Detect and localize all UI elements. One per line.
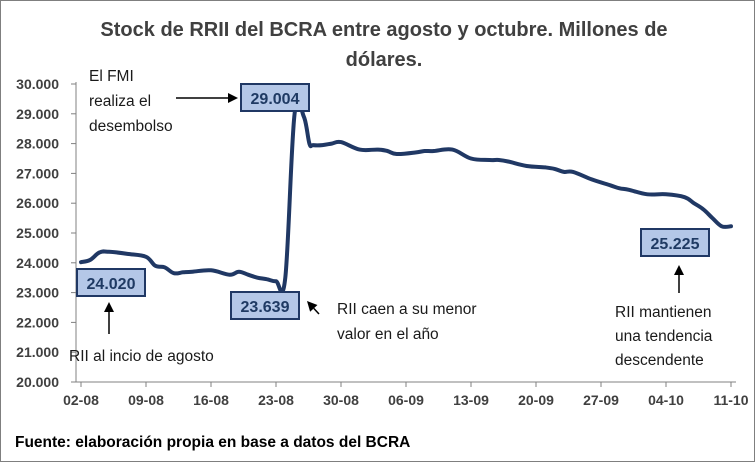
annotation-arrows — [104, 93, 684, 334]
series-line — [79, 98, 733, 295]
value-box-start-frame — [76, 268, 146, 297]
annotation-trend-line-3: descendente — [615, 352, 704, 369]
value-box-end-label: 25.225 — [651, 236, 700, 253]
x-tick-label: 16-08 — [193, 392, 229, 408]
annotation-start-line-1: RII al incio de agosto — [69, 348, 214, 365]
value-box-peak-label: 29.004 — [251, 91, 300, 108]
x-tick-label: 23-08 — [258, 392, 294, 408]
x-tick-label: 20-09 — [518, 392, 554, 408]
y-tick-label: 30.000 — [16, 76, 59, 92]
value-box-min: 23.639 — [230, 291, 300, 320]
annotation-fmi-line-1: El FMI — [89, 68, 134, 85]
annotation-trend-line-1: RII mantienen — [615, 304, 712, 321]
x-tick-label: 06-09 — [388, 392, 424, 408]
annotation-min-line-1: RII caen a su menor — [337, 301, 477, 318]
value-box-min-label: 23.639 — [241, 299, 290, 316]
y-axis: 20.000 21.000 22.000 23.000 24.000 25.000 26.0… — [16, 76, 77, 390]
y-tick-label: 21.000 — [16, 344, 59, 360]
value-box-start: 24.020 — [76, 268, 146, 297]
x-tick-label: 04-10 — [648, 392, 684, 408]
value-box-peak: 29.004 — [240, 83, 310, 112]
annotation-trend: RII mantienen una tendencia descendente — [615, 304, 713, 369]
chart-title-line-1: Stock de RRII del BCRA entre agosto y oc… — [100, 19, 667, 41]
value-box-start-label: 24.020 — [87, 276, 136, 293]
x-axis: 02-08 09-08 16-08 23-08 30-08 06-09 13-09 20-09… — [63, 381, 749, 408]
y-tick-label: 23.000 — [16, 285, 59, 301]
chart-title-line-2: dólares. — [346, 49, 423, 71]
source-note: Fuente: elaboración propia en base a dat… — [15, 434, 410, 451]
y-tick-label: 20.000 — [16, 374, 59, 390]
y-tick-label: 25.000 — [16, 225, 59, 241]
x-tick-label: 02-08 — [63, 392, 99, 408]
x-tick-label: 30-08 — [323, 392, 359, 408]
series-layer — [79, 98, 733, 295]
x-tick-label: 27-09 — [583, 392, 619, 408]
arrow-to-end — [674, 265, 684, 293]
y-tick-label: 28.000 — [16, 136, 59, 152]
arrow-to-start — [104, 302, 114, 334]
arrow-to-peak — [176, 93, 238, 103]
x-tick-label: 13-09 — [453, 392, 489, 408]
value-box-min-frame — [230, 291, 300, 320]
annotation-min: RII caen a su menor valor en el año — [337, 301, 477, 343]
value-box-end-frame — [640, 228, 710, 257]
value-box-peak-frame — [240, 83, 310, 112]
y-tick-label: 29.000 — [16, 106, 59, 122]
x-tick-label: 11-10 — [713, 392, 748, 408]
y-tick-label: 26.000 — [16, 195, 59, 211]
annotation-fmi-line-2: realiza el — [89, 93, 151, 110]
value-box-end: 25.225 — [640, 228, 710, 257]
y-tick-label: 22.000 — [16, 314, 59, 330]
annotation-fmi-line-3: desembolso — [89, 118, 173, 135]
y-tick-label: 27.000 — [16, 165, 59, 181]
annotation-trend-line-2: una tendencia — [615, 328, 713, 345]
annotation-fmi: El FMI realiza el desembolso — [89, 68, 173, 135]
x-tick-label: 09-08 — [128, 392, 164, 408]
annotation-start: RII al incio de agosto — [69, 348, 214, 365]
annotation-min-line-2: valor en el año — [337, 326, 439, 343]
y-tick-label: 24.000 — [16, 255, 59, 271]
arrow-to-min — [307, 301, 320, 315]
